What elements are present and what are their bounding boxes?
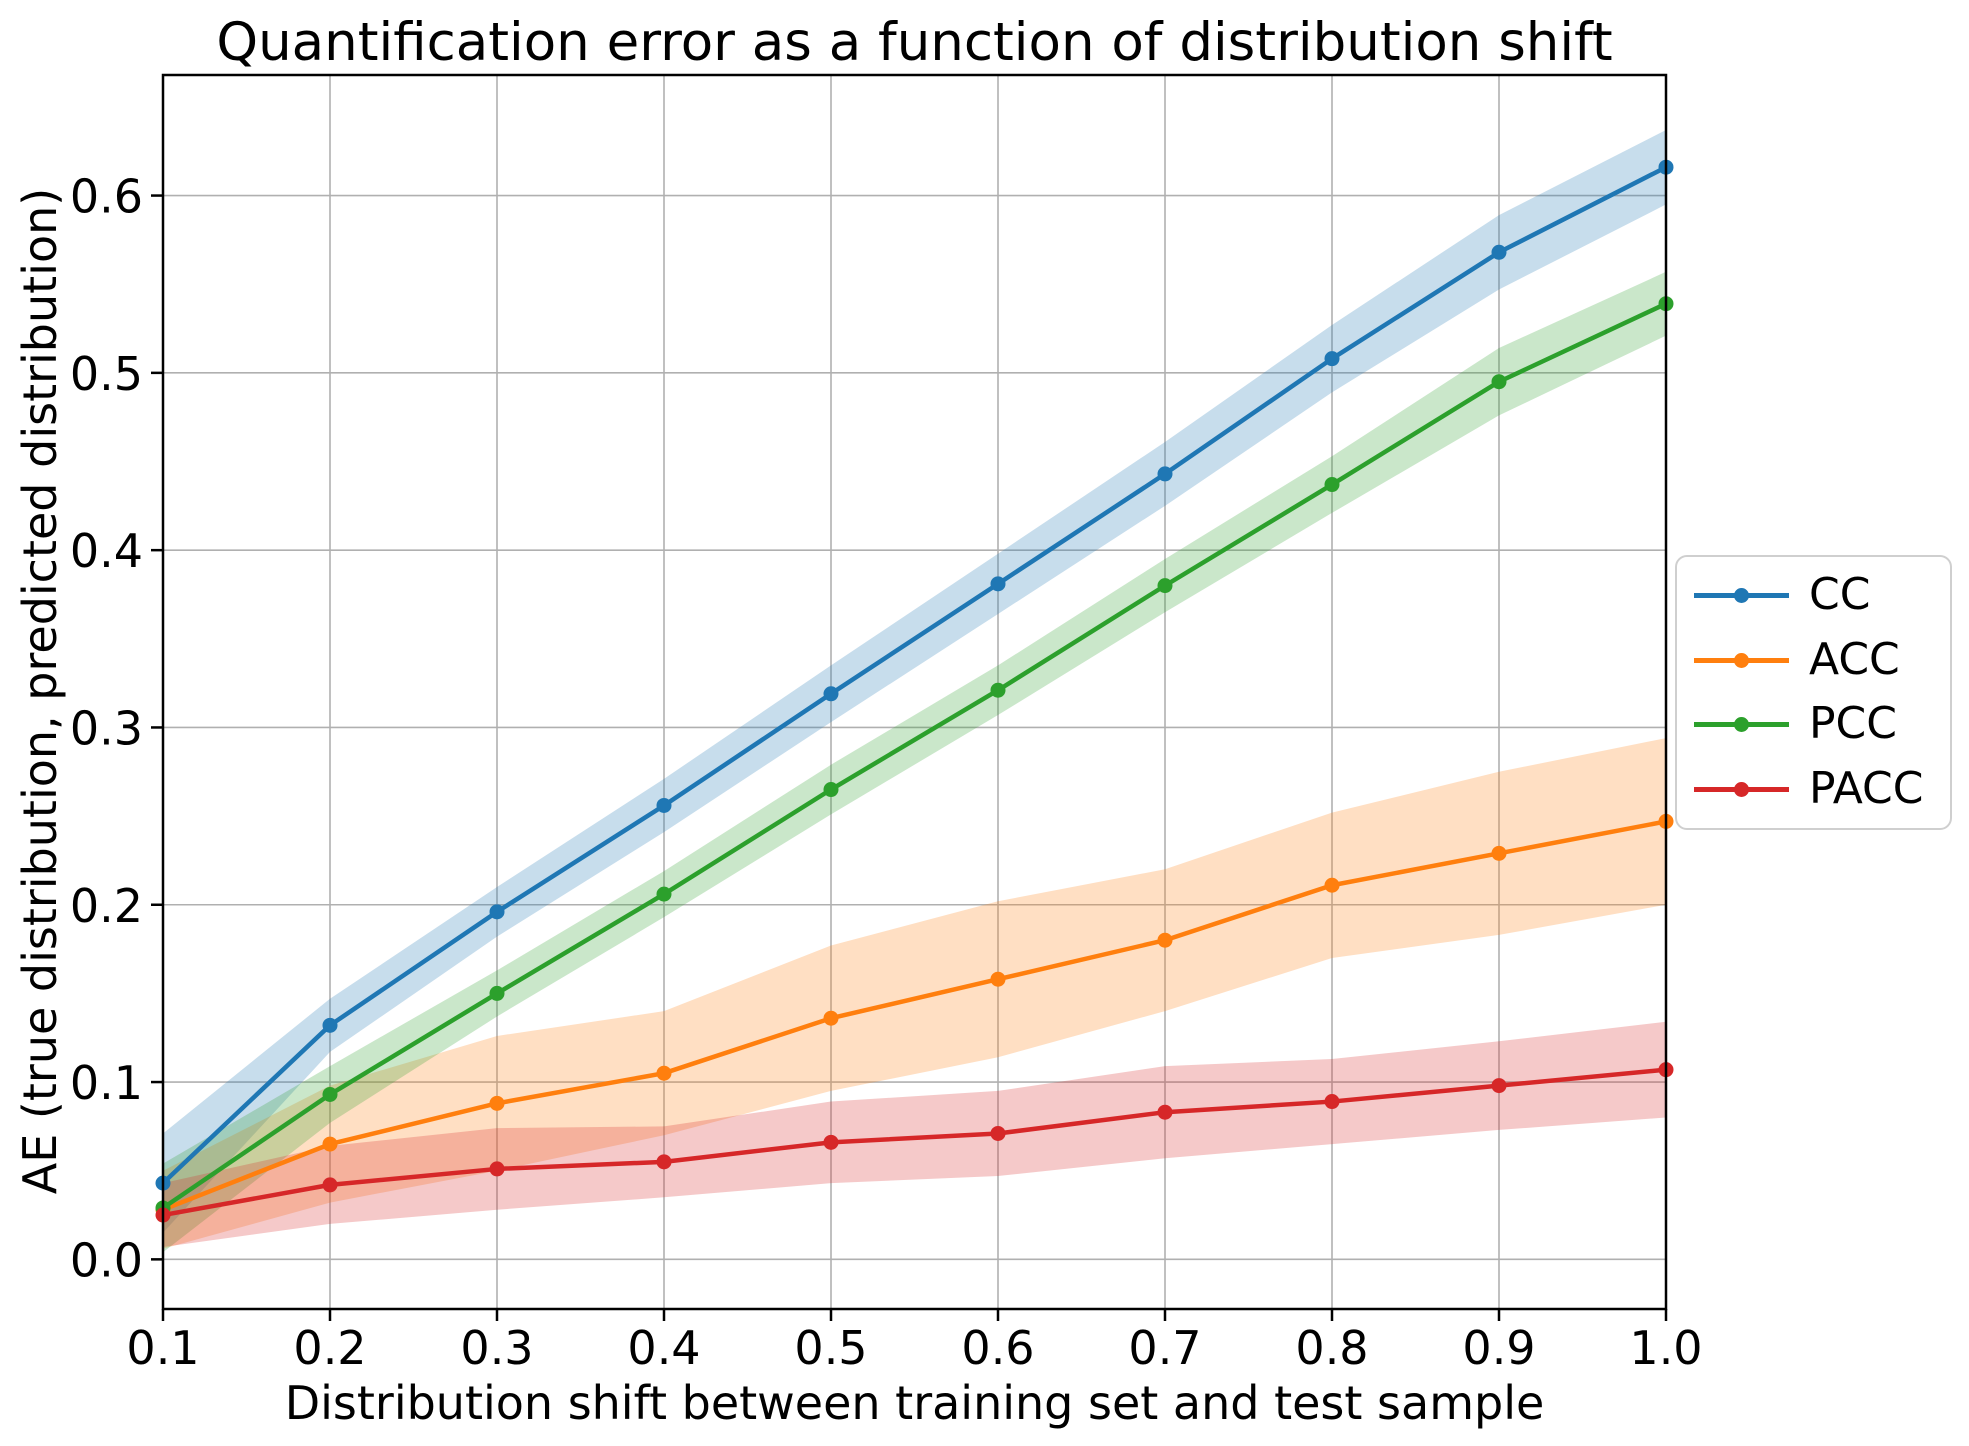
y-tick-label: 0.6 (70, 170, 143, 224)
data-point-acc (489, 1095, 505, 1111)
legend-entry-pacc: PACC (1694, 764, 1924, 814)
legend-label: ACC (1809, 634, 1900, 685)
data-point-acc (1157, 932, 1173, 948)
legend-line-sample-icon (1694, 764, 1789, 814)
data-point-pcc (1324, 477, 1340, 493)
data-point-cc (1324, 351, 1340, 367)
data-point-pacc (990, 1125, 1006, 1141)
legend-line-sample-icon (1694, 699, 1789, 749)
data-point-acc (322, 1136, 338, 1152)
data-point-acc (1324, 877, 1340, 893)
y-tick-label: 0.5 (70, 347, 143, 401)
x-tick-label: 0.9 (1462, 1321, 1535, 1375)
x-tick-label: 0.6 (961, 1321, 1034, 1375)
x-axis-label: Distribution shift between training set … (284, 1376, 1545, 1430)
x-tick-label: 0.7 (1128, 1321, 1201, 1375)
legend-entry-cc: CC (1694, 570, 1870, 620)
x-tick-label: 0.1 (126, 1321, 199, 1375)
x-tick-label: 0.8 (1295, 1321, 1368, 1375)
series-line-cc (160, 164, 1669, 1186)
legend-entry-acc: ACC (1694, 635, 1900, 685)
data-point-acc (990, 971, 1006, 987)
confidence-band-acc (163, 738, 1666, 1249)
plot-border (161, 73, 1668, 1311)
legend: CC ACC PCC PACC (1675, 555, 1952, 830)
y-tick-label: 0.4 (70, 524, 143, 578)
x-tick-label: 0.3 (460, 1321, 533, 1375)
y-tick-label: 0.3 (70, 701, 143, 755)
data-point-cc (1491, 244, 1507, 260)
data-point-cc (1157, 466, 1173, 482)
confidence-band-pcc (163, 271, 1666, 1253)
y-axis-label: AE (true distribution, predicted distrib… (13, 187, 67, 1195)
data-point-pacc (1491, 1078, 1507, 1094)
data-point-acc (656, 1065, 672, 1081)
legend-label: CC (1809, 569, 1871, 620)
series-line-acc (160, 819, 1669, 1212)
data-point-pcc (489, 985, 505, 1001)
data-point-pacc (656, 1154, 672, 1170)
legend-entry-pcc: PCC (1694, 699, 1897, 749)
chart-title: Quantification error as a function of di… (216, 12, 1613, 73)
data-point-pacc (823, 1134, 839, 1150)
data-point-pacc (489, 1161, 505, 1177)
data-point-acc (1491, 845, 1507, 861)
y-tick-label: 0.0 (70, 1233, 143, 1287)
data-point-acc (823, 1010, 839, 1026)
confidence-band-pacc (163, 1021, 1666, 1247)
data-point-pcc (1157, 578, 1173, 594)
data-point-cc (656, 797, 672, 813)
data-point-cc (823, 686, 839, 702)
data-point-pcc (990, 682, 1006, 698)
data-point-pcc (656, 886, 672, 902)
data-point-pcc (322, 1086, 338, 1102)
legend-label: PACC (1809, 763, 1924, 814)
x-tick-label: 0.5 (794, 1321, 867, 1375)
x-tick-label: 0.2 (293, 1321, 366, 1375)
y-tick-label: 0.1 (70, 1056, 143, 1110)
data-point-pacc (1157, 1104, 1173, 1120)
series-line-pacc (160, 1067, 1669, 1218)
data-point-pcc (1491, 374, 1507, 390)
legend-label: PCC (1809, 698, 1897, 749)
data-point-pacc (322, 1177, 338, 1193)
confidence-band-cc (163, 129, 1666, 1233)
data-point-cc (322, 1017, 338, 1033)
legend-line-sample-icon (1694, 635, 1789, 685)
series-line-pcc (160, 301, 1669, 1211)
x-tick-label: 1.0 (1629, 1321, 1702, 1375)
data-point-pacc (1324, 1094, 1340, 1110)
y-tick-label: 0.2 (70, 879, 143, 933)
data-point-cc (990, 576, 1006, 592)
data-point-cc (489, 904, 505, 920)
x-tick-label: 0.4 (627, 1321, 700, 1375)
data-point-pcc (823, 782, 839, 798)
legend-line-sample-icon (1694, 570, 1789, 620)
